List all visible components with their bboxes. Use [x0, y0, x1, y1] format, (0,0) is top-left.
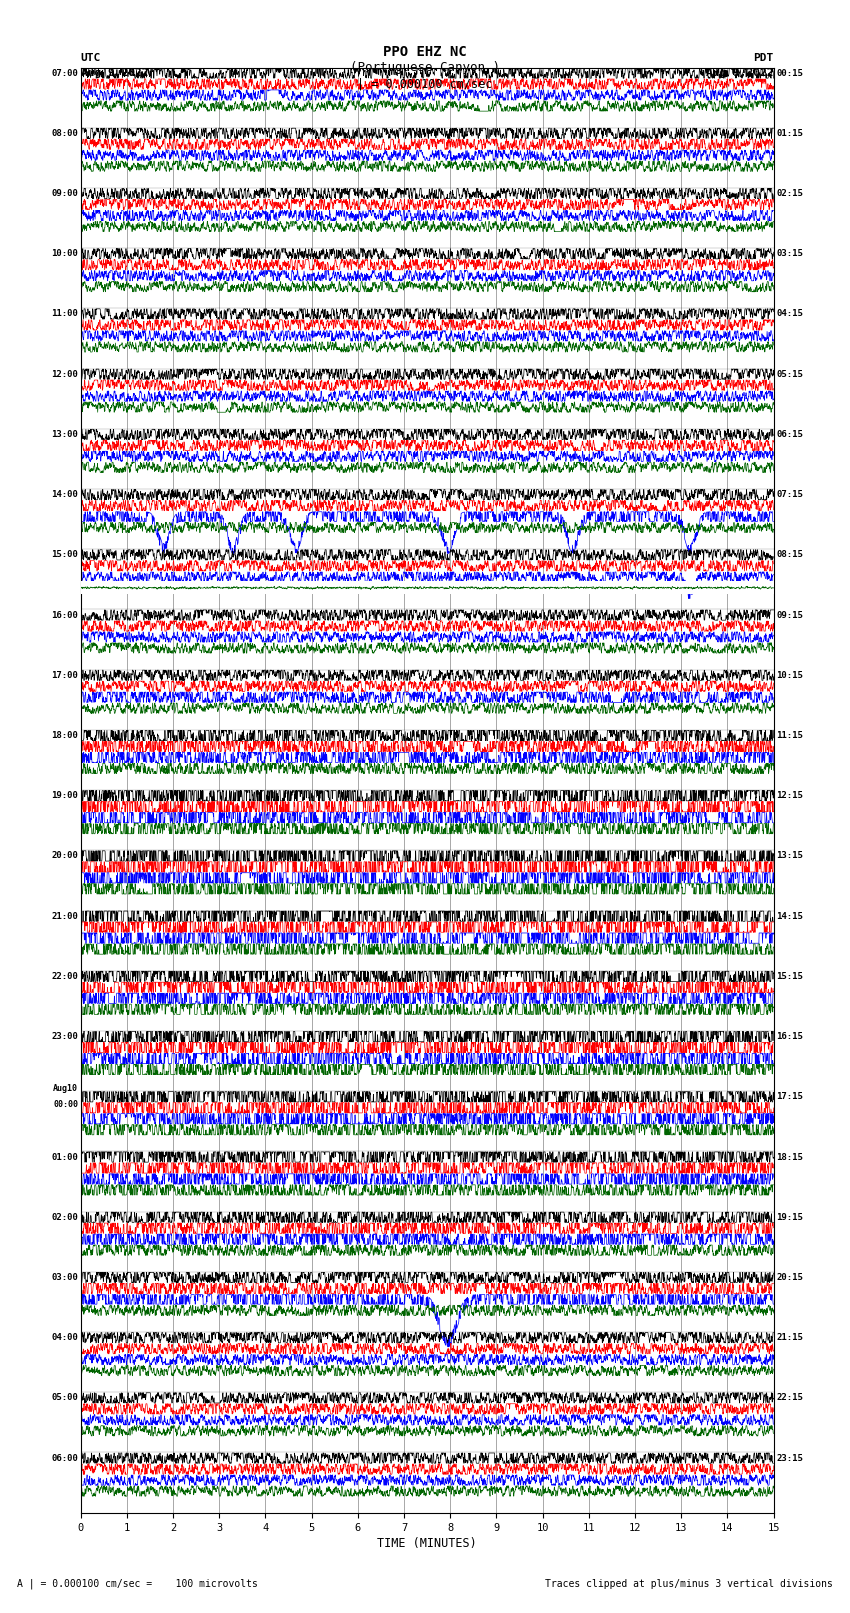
Text: 18:00: 18:00	[51, 731, 78, 740]
Text: 06:15: 06:15	[776, 431, 803, 439]
Bar	[81, 581, 774, 594]
Text: 20:00: 20:00	[51, 852, 78, 860]
Text: 19:15: 19:15	[776, 1213, 803, 1221]
Text: 06:00: 06:00	[51, 1453, 78, 1463]
Text: 17:00: 17:00	[51, 671, 78, 679]
Text: 18:15: 18:15	[776, 1153, 803, 1161]
Text: 03:15: 03:15	[776, 250, 803, 258]
Text: Aug 9,2022: Aug 9,2022	[81, 68, 148, 77]
Text: 21:00: 21:00	[51, 911, 78, 921]
Text: 01:15: 01:15	[776, 129, 803, 137]
Text: 22:15: 22:15	[776, 1394, 803, 1402]
Text: Aug10: Aug10	[54, 1084, 78, 1094]
Text: UTC: UTC	[81, 53, 101, 63]
Text: 16:00: 16:00	[51, 611, 78, 619]
Text: 20:15: 20:15	[776, 1273, 803, 1282]
Text: 22:00: 22:00	[51, 973, 78, 981]
Text: Traces clipped at plus/minus 3 vertical divisions: Traces clipped at plus/minus 3 vertical …	[545, 1579, 833, 1589]
Text: 04:15: 04:15	[776, 310, 803, 318]
Text: PDT: PDT	[753, 53, 774, 63]
Text: 01:00: 01:00	[51, 1153, 78, 1161]
Text: 08:00: 08:00	[51, 129, 78, 137]
Text: 13:00: 13:00	[51, 431, 78, 439]
Text: 00:00: 00:00	[54, 1100, 78, 1110]
Text: 07:00: 07:00	[51, 69, 78, 77]
Text: 02:15: 02:15	[776, 189, 803, 198]
Text: 23:00: 23:00	[51, 1032, 78, 1040]
Text: PPO EHZ NC: PPO EHZ NC	[383, 45, 467, 60]
Text: 19:00: 19:00	[51, 792, 78, 800]
X-axis label: TIME (MINUTES): TIME (MINUTES)	[377, 1537, 477, 1550]
Text: 11:00: 11:00	[51, 310, 78, 318]
Text: 08:15: 08:15	[776, 550, 803, 560]
Text: 05:00: 05:00	[51, 1394, 78, 1402]
Text: 12:00: 12:00	[51, 369, 78, 379]
Text: 00:15: 00:15	[776, 69, 803, 77]
Text: 05:15: 05:15	[776, 369, 803, 379]
Text: 07:15: 07:15	[776, 490, 803, 498]
Text: 09:15: 09:15	[776, 611, 803, 619]
Text: 14:00: 14:00	[51, 490, 78, 498]
Text: 16:15: 16:15	[776, 1032, 803, 1040]
Text: 21:15: 21:15	[776, 1334, 803, 1342]
Text: 23:15: 23:15	[776, 1453, 803, 1463]
Text: 10:00: 10:00	[51, 250, 78, 258]
Text: A | = 0.000100 cm/sec =    100 microvolts: A | = 0.000100 cm/sec = 100 microvolts	[17, 1579, 258, 1589]
Text: Aug 9,2022: Aug 9,2022	[706, 68, 774, 77]
Text: 14:15: 14:15	[776, 911, 803, 921]
Text: 09:00: 09:00	[51, 189, 78, 198]
Text: 02:00: 02:00	[51, 1213, 78, 1221]
Text: 03:00: 03:00	[51, 1273, 78, 1282]
Text: 15:00: 15:00	[51, 550, 78, 560]
Text: 10:15: 10:15	[776, 671, 803, 679]
Text: 04:00: 04:00	[51, 1334, 78, 1342]
Text: | = 0.000100 cm/sec: | = 0.000100 cm/sec	[357, 77, 493, 90]
Text: (Portuguese Canyon ): (Portuguese Canyon )	[350, 61, 500, 74]
Text: 15:15: 15:15	[776, 973, 803, 981]
Text: 11:15: 11:15	[776, 731, 803, 740]
Text: 12:15: 12:15	[776, 792, 803, 800]
Text: 17:15: 17:15	[776, 1092, 803, 1102]
Text: 13:15: 13:15	[776, 852, 803, 860]
